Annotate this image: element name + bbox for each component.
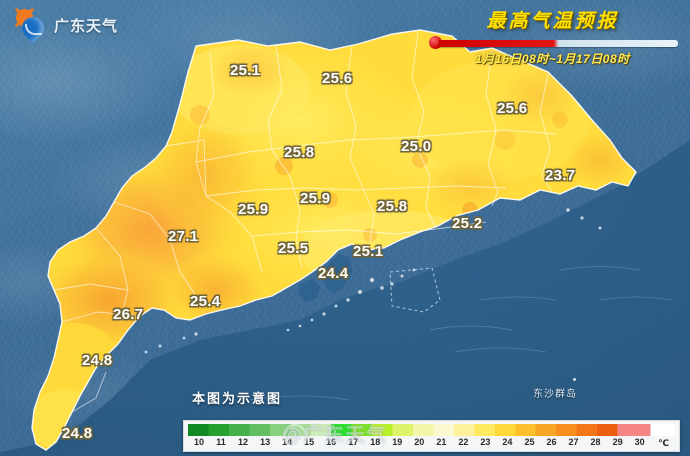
thermometer-icon	[425, 36, 680, 49]
colorbar-tick: 27	[568, 437, 579, 447]
colorbar-tick: 20	[414, 437, 425, 447]
thermometer-bulb	[429, 36, 442, 49]
temperature-colorbar-legend: 10 11 12 13 14 15 16 17 18 19 20 21 22 23 24 25 26 27 28 29…	[183, 420, 680, 452]
logo-mark	[14, 8, 49, 44]
brand-logo: 广东天气	[14, 8, 119, 44]
colorbar-tick: 17	[348, 437, 359, 447]
colorbar-tick: 16	[326, 437, 337, 447]
schematic-note: 本图为示意图	[192, 391, 283, 406]
colorbar-tick: 28	[590, 437, 601, 447]
colorbar-gradient	[188, 424, 675, 436]
colorbar-tick: 15	[304, 437, 315, 447]
colorbar-tick-labels: 10 11 12 13 14 15 16 17 18 19 20 21 22 23 24 25 26 27 28 29…	[188, 437, 675, 451]
colorbar-tick: 26	[546, 437, 557, 447]
colorbar-tick: 11	[216, 437, 226, 447]
colorbar-tick: 10	[193, 437, 205, 447]
prefecture-boundaries	[53, 31, 557, 413]
swirl-icon	[25, 24, 42, 35]
colorbar-tick: 21	[436, 437, 447, 447]
colorbar-tick: 24	[502, 437, 513, 447]
colorbar-unit: ℃	[658, 438, 669, 448]
island-marker-dot	[573, 378, 576, 381]
brand-name: 广东天气	[54, 17, 119, 35]
pearl-river-estuary	[298, 254, 352, 302]
colorbar-tick: 13	[260, 437, 271, 447]
colorbar-tick: 25	[524, 437, 535, 447]
island-label: 东沙群岛	[533, 389, 577, 400]
colorbar-tick: 29	[612, 437, 623, 447]
province-border	[31, 29, 637, 451]
colorbar-tick: 19	[392, 437, 403, 447]
colorbar-tick: 22	[458, 437, 469, 447]
colorbar-tick: 12	[238, 437, 249, 447]
colorbar-tick: 23	[480, 437, 491, 447]
colorbar-tick: 30	[634, 437, 645, 447]
page-title: 最高气温预报	[486, 11, 619, 32]
colorbar-tick: 18	[370, 437, 381, 447]
forecast-period: 1月16日08时~1月17日08时	[475, 52, 630, 66]
title-block: 最高气温预报 1月16日08时~1月17日08时	[425, 6, 680, 67]
thermometer-tube	[439, 39, 678, 47]
colorbar-tick: 14	[282, 437, 293, 447]
hk-boundary-dashed	[389, 267, 441, 313]
